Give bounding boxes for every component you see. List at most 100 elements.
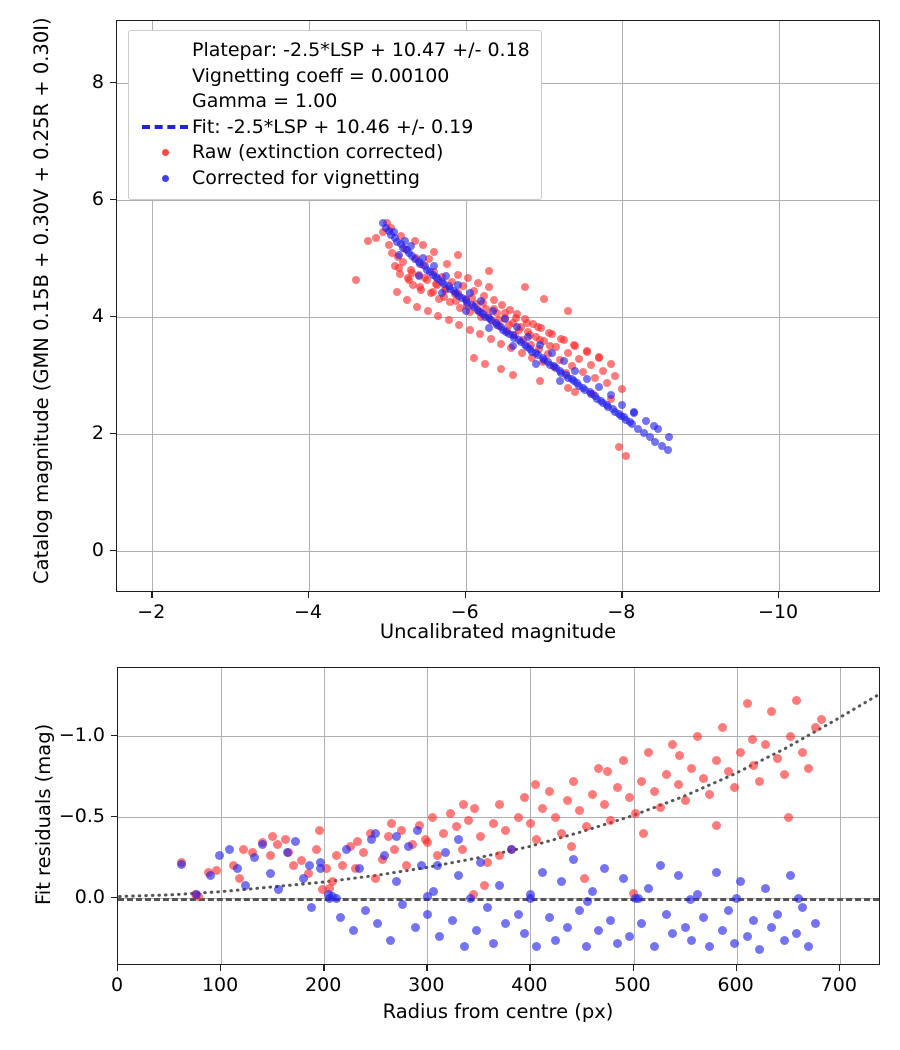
data-point bbox=[307, 903, 317, 913]
data-point bbox=[479, 291, 488, 300]
data-point bbox=[392, 288, 401, 297]
y-tick bbox=[111, 816, 117, 818]
data-point bbox=[290, 836, 300, 846]
data-point bbox=[305, 861, 315, 871]
data-point bbox=[804, 763, 814, 773]
vignetting-curve bbox=[118, 693, 879, 898]
data-point bbox=[547, 349, 556, 357]
data-point bbox=[529, 319, 538, 328]
data-point bbox=[641, 416, 650, 425]
data-point bbox=[416, 861, 426, 871]
legend-label-corrected: Corrected for vignetting bbox=[192, 166, 420, 189]
data-point bbox=[409, 280, 418, 289]
data-point bbox=[422, 838, 432, 848]
data-point bbox=[428, 288, 437, 297]
x-gridline bbox=[324, 668, 326, 964]
data-point bbox=[413, 303, 422, 312]
data-point bbox=[314, 825, 324, 835]
x-tick-label: −2 bbox=[137, 601, 166, 623]
data-point bbox=[668, 929, 678, 939]
data-point bbox=[495, 799, 504, 809]
data-point bbox=[550, 812, 560, 822]
data-point bbox=[540, 295, 549, 304]
x-gridline bbox=[839, 668, 841, 964]
data-point bbox=[431, 279, 440, 288]
data-point bbox=[594, 925, 603, 935]
data-point bbox=[444, 316, 453, 325]
data-point bbox=[524, 332, 533, 341]
data-point bbox=[486, 334, 495, 343]
data-point bbox=[575, 354, 584, 363]
data-point bbox=[406, 242, 415, 251]
data-point bbox=[449, 286, 458, 295]
data-point bbox=[224, 844, 234, 854]
data-point bbox=[717, 925, 727, 935]
data-point bbox=[504, 320, 513, 329]
data-point bbox=[556, 828, 566, 838]
data-point bbox=[519, 929, 529, 939]
data-point bbox=[783, 812, 793, 822]
data-point bbox=[563, 796, 573, 806]
data-point bbox=[508, 331, 517, 340]
data-point bbox=[804, 942, 814, 952]
data-point bbox=[649, 421, 658, 430]
data-point bbox=[536, 340, 545, 349]
data-point bbox=[321, 864, 331, 874]
data-point bbox=[373, 919, 383, 929]
data-point bbox=[536, 336, 545, 345]
data-point bbox=[317, 885, 327, 895]
data-point bbox=[315, 857, 325, 867]
data-point bbox=[585, 387, 594, 396]
data-point bbox=[453, 870, 463, 880]
y-tick-label: −0.5 bbox=[58, 805, 105, 827]
data-point bbox=[439, 828, 449, 838]
data-point bbox=[655, 802, 665, 812]
data-point bbox=[501, 919, 511, 929]
data-point bbox=[455, 320, 464, 329]
x-tick-label: 700 bbox=[820, 974, 857, 996]
data-point bbox=[391, 877, 401, 887]
data-point bbox=[614, 442, 623, 451]
data-point bbox=[602, 400, 611, 409]
data-point bbox=[451, 822, 461, 832]
data-point bbox=[569, 340, 578, 349]
data-point bbox=[383, 831, 393, 841]
data-point bbox=[810, 723, 820, 733]
x-tick-label: −6 bbox=[450, 601, 479, 623]
data-point bbox=[465, 325, 474, 334]
data-point bbox=[455, 291, 464, 300]
data-point bbox=[464, 274, 472, 282]
data-point bbox=[247, 848, 257, 858]
data-point bbox=[422, 909, 432, 919]
data-point bbox=[522, 318, 531, 327]
data-point bbox=[428, 812, 437, 822]
data-point bbox=[618, 874, 628, 883]
data-point bbox=[495, 851, 504, 861]
data-point bbox=[379, 228, 388, 237]
data-point bbox=[414, 271, 423, 280]
y-tick bbox=[110, 549, 116, 552]
data-point bbox=[810, 919, 820, 929]
legend-label-gamma: Gamma = 1.00 bbox=[192, 90, 338, 112]
data-point bbox=[555, 366, 564, 375]
data-point bbox=[488, 819, 498, 828]
data-point bbox=[461, 306, 470, 315]
data-point bbox=[311, 844, 321, 854]
data-point bbox=[792, 695, 801, 705]
data-point bbox=[211, 865, 221, 875]
data-point bbox=[631, 809, 641, 819]
data-point bbox=[665, 433, 674, 442]
data-point bbox=[354, 864, 364, 874]
data-point bbox=[495, 880, 504, 890]
data-point bbox=[549, 361, 558, 370]
data-point bbox=[555, 377, 564, 386]
data-point bbox=[699, 773, 709, 783]
data-point bbox=[433, 861, 443, 871]
data-point bbox=[639, 828, 649, 838]
data-point bbox=[332, 893, 342, 903]
x-gridline bbox=[622, 21, 624, 591]
data-point bbox=[389, 844, 399, 854]
x-tick-label: 200 bbox=[305, 974, 342, 996]
data-point bbox=[747, 734, 757, 744]
data-point bbox=[518, 349, 527, 357]
